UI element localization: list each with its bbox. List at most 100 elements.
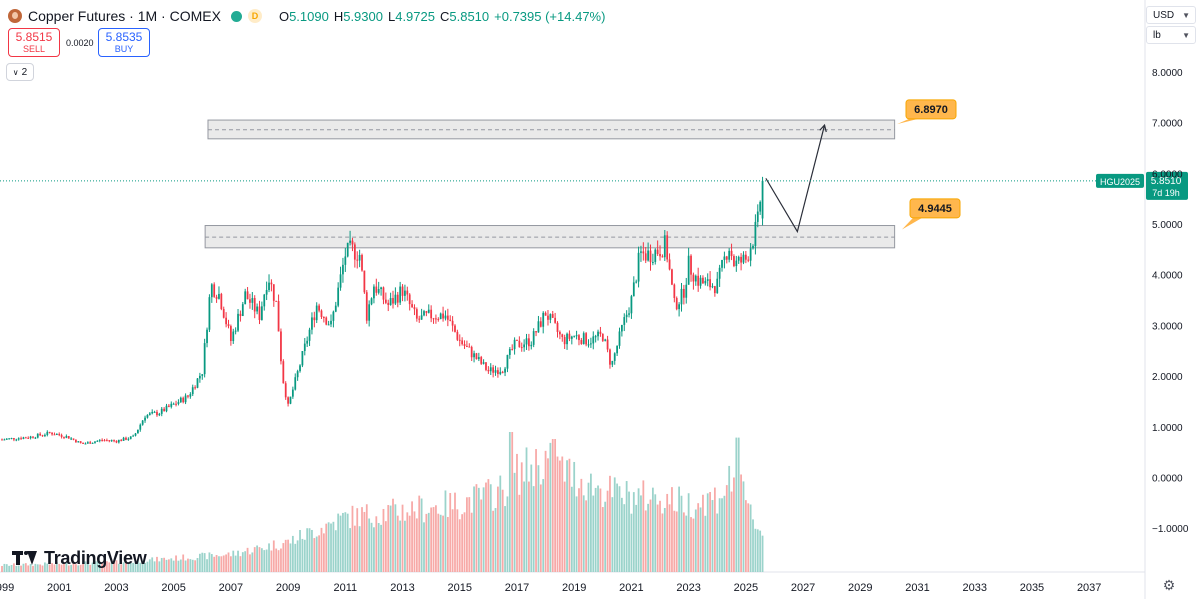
candle-body xyxy=(77,441,80,443)
volume-bar xyxy=(752,519,754,572)
candle-body xyxy=(411,304,413,308)
candle-body xyxy=(334,305,337,312)
candle-body xyxy=(229,326,232,342)
symbol-header: Copper Futures · 1M · COMEX D O5.1090 H5… xyxy=(8,7,605,25)
candle-body xyxy=(8,438,11,440)
volume-bar xyxy=(244,551,247,572)
indicators-toggle[interactable]: ∨ 2 xyxy=(6,63,34,81)
candle-body xyxy=(678,304,680,310)
volume-bar xyxy=(146,561,149,572)
volume-bar xyxy=(210,554,213,572)
volume-bar xyxy=(84,561,87,572)
volume-bar xyxy=(270,550,273,572)
volume-bar xyxy=(442,515,444,572)
candle-body xyxy=(32,436,34,438)
candle-body xyxy=(287,397,289,404)
candle-body xyxy=(232,331,235,342)
candle-body xyxy=(208,297,211,330)
candle-body xyxy=(616,345,619,354)
volume-bar xyxy=(356,508,359,572)
volume-bar xyxy=(303,539,306,572)
candle-body xyxy=(34,437,37,439)
resistance-zone xyxy=(204,225,896,249)
volume-bar xyxy=(508,432,511,572)
candle-body xyxy=(401,286,404,296)
volume-bar xyxy=(27,565,30,572)
x-tick-label: 2007 xyxy=(219,582,243,594)
volume-bar xyxy=(32,565,34,572)
candle-body xyxy=(437,318,440,320)
symbol-title[interactable]: Copper Futures · 1M · COMEX xyxy=(28,8,221,24)
volume-bar xyxy=(759,530,762,572)
candle-body xyxy=(3,439,6,441)
candle-body xyxy=(406,290,409,295)
volume-bar xyxy=(101,563,104,572)
candle-body xyxy=(291,389,294,397)
volume-bar xyxy=(110,561,113,572)
currency-select[interactable]: USD ▼ xyxy=(1146,6,1196,24)
candle-body xyxy=(492,367,495,373)
unit-select[interactable]: lb ▼ xyxy=(1146,26,1196,44)
candle-body xyxy=(175,403,177,405)
volume-bar xyxy=(430,507,433,572)
candle-body xyxy=(241,304,244,317)
candle-body xyxy=(537,321,540,333)
volume-bar xyxy=(96,561,99,572)
volume-bar xyxy=(592,495,595,572)
volume-bar xyxy=(439,514,442,572)
volume-bar xyxy=(718,498,721,572)
candle-body xyxy=(384,299,387,303)
volume-bar xyxy=(742,481,745,572)
volume-bar xyxy=(277,550,280,572)
last-price-symbol-tag xyxy=(1096,173,1144,188)
buy-button[interactable]: 5.8535 BUY xyxy=(98,28,150,57)
candle-body xyxy=(15,439,18,441)
volume-bar xyxy=(156,556,158,572)
candle-body xyxy=(413,307,416,310)
candle-body xyxy=(327,324,330,326)
candle-body xyxy=(10,438,13,440)
candle-body xyxy=(497,370,499,375)
gear-icon[interactable]: ⚙ xyxy=(1162,577,1176,593)
volume-bar xyxy=(182,554,185,572)
volume-bar xyxy=(258,547,261,572)
volume-bar xyxy=(46,563,49,572)
candle-body xyxy=(108,440,111,442)
candle-body xyxy=(661,256,664,258)
candle-body xyxy=(623,317,626,325)
volume-bar xyxy=(411,501,413,572)
candle-body xyxy=(315,305,318,321)
candle-body xyxy=(575,335,578,337)
volume-bar xyxy=(620,497,623,572)
volume-bar xyxy=(694,509,697,572)
candle-body xyxy=(458,339,461,341)
candle-body xyxy=(549,314,552,320)
candle-body xyxy=(618,331,621,346)
volume-bar xyxy=(446,516,449,572)
volume-bar xyxy=(470,512,473,572)
volume-bar xyxy=(482,487,485,572)
sell-button[interactable]: 5.8515 SELL xyxy=(8,28,60,57)
candle-body xyxy=(5,438,8,440)
volume-bar xyxy=(325,523,328,572)
candle-body xyxy=(322,317,325,319)
candle-body xyxy=(53,434,56,436)
candle-body xyxy=(425,311,428,313)
candle-body xyxy=(86,442,89,444)
candle-body xyxy=(137,429,139,434)
candle-body xyxy=(101,439,104,441)
x-tick-label: 2025 xyxy=(734,582,758,594)
x-tick-label: 2013 xyxy=(390,582,414,594)
volume-bar xyxy=(673,510,676,572)
candle-body xyxy=(489,367,492,372)
candle-body xyxy=(72,438,75,440)
candle-body xyxy=(530,344,533,347)
volume-bar xyxy=(628,491,630,572)
candle-body xyxy=(117,439,120,443)
candle-body xyxy=(289,396,292,404)
volume-bar xyxy=(113,561,115,572)
tradingview-logo: TradingView xyxy=(12,548,147,568)
volume-bars xyxy=(1,432,764,572)
candle-body xyxy=(308,329,311,341)
